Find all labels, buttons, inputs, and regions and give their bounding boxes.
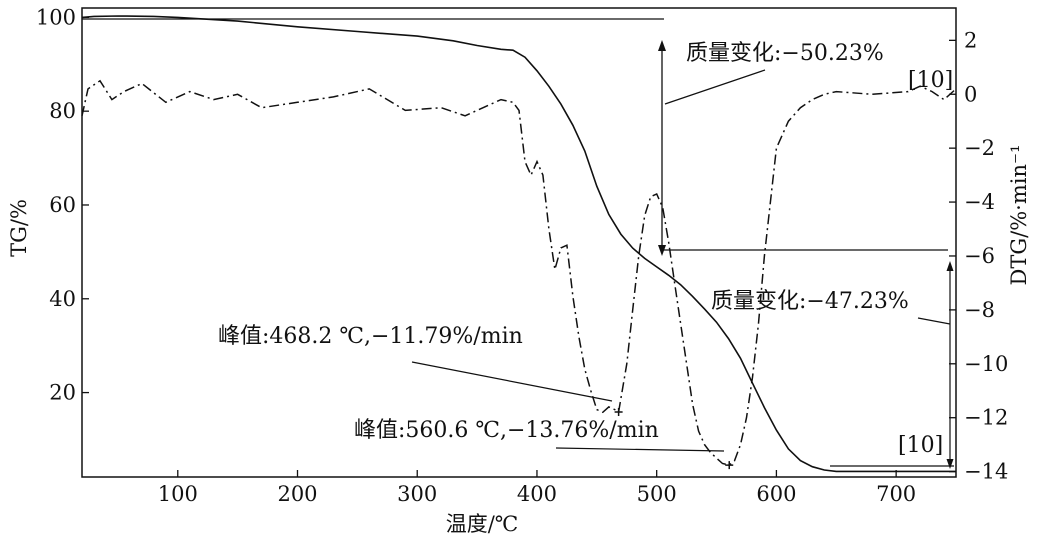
y-axis-left-title: TG/% bbox=[7, 199, 31, 257]
x-tick-label: 400 bbox=[517, 482, 557, 506]
mass-change-2-arrowhead-top bbox=[946, 261, 954, 271]
x-tick-label: 600 bbox=[756, 482, 796, 506]
x-tick-label: 200 bbox=[277, 482, 317, 506]
peak-markers bbox=[614, 408, 734, 470]
x-tick-label: 500 bbox=[637, 482, 677, 506]
x-tick-label: 700 bbox=[876, 482, 916, 506]
y-axis-left: 100 80 60 40 20 bbox=[36, 5, 89, 405]
x-axis-title: 温度/℃ bbox=[446, 512, 519, 536]
y-right-tick-label: 2 bbox=[964, 28, 977, 52]
reference-1-label: [10] bbox=[908, 68, 953, 93]
y-right-tick-label: −2 bbox=[964, 136, 995, 160]
mass-change-1-arrowhead-top bbox=[658, 40, 666, 51]
series-tg-line bbox=[81, 15, 956, 473]
y-right-tick-label: −14 bbox=[964, 460, 1008, 484]
y-left-tick-label: 60 bbox=[49, 193, 76, 217]
peak-2-label: 峰值:560.6 ℃,−13.76%/min bbox=[354, 418, 659, 443]
y-right-tick-label: −4 bbox=[964, 190, 995, 214]
y-right-tick-label: −10 bbox=[964, 352, 1008, 376]
x-tick-label: 300 bbox=[397, 482, 437, 506]
y-left-tick-label: 80 bbox=[49, 99, 76, 123]
y-right-tick-label: −12 bbox=[964, 406, 1008, 430]
mass-change-2-leader bbox=[917, 317, 951, 325]
reference-2-label: [10] bbox=[898, 433, 943, 458]
peak-2-leader bbox=[555, 447, 725, 452]
mass-change-2-label: 质量变化:−47.23% bbox=[711, 289, 909, 314]
y-right-tick-label: 0 bbox=[964, 82, 977, 106]
series-dtg-line bbox=[81, 79, 957, 466]
mass-change-2-arrowhead-bottom bbox=[946, 459, 954, 469]
y-left-tick-label: 20 bbox=[49, 381, 76, 405]
x-axis: 100 200 300 400 500 600 700 bbox=[158, 470, 916, 506]
y-axis-right: 2 0 −2 −4 −6 −8 −10 −12 −14 bbox=[949, 28, 1008, 484]
peak-1-label: 峰值:468.2 ℃,−11.79%/min bbox=[218, 324, 523, 349]
peak-1-leader bbox=[411, 361, 613, 402]
peak-marker-2 bbox=[725, 461, 734, 470]
plot-frame bbox=[81, 7, 957, 478]
x-tick-label: 100 bbox=[158, 482, 198, 506]
mass-change-1-arrowhead-bottom bbox=[658, 245, 666, 256]
y-right-tick-label: −6 bbox=[964, 244, 995, 268]
y-left-tick-label: 40 bbox=[49, 287, 76, 311]
y-axis-right-title: DTG/%·min⁻¹ bbox=[1007, 145, 1031, 286]
mass-change-1-label: 质量变化:−50.23% bbox=[686, 41, 884, 66]
y-left-tick-label: 100 bbox=[36, 5, 76, 29]
mass-change-1-leader bbox=[664, 69, 766, 105]
y-right-tick-label: −8 bbox=[964, 298, 995, 322]
peak-marker-1 bbox=[614, 408, 623, 417]
